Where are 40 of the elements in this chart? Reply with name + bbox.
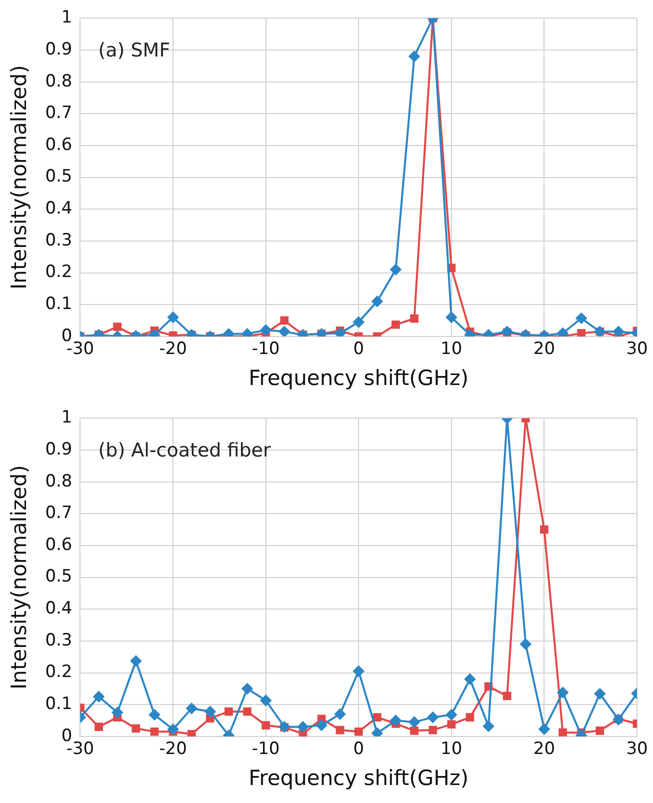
x-tick-label: 20 — [533, 739, 556, 760]
y-tick-label: 1 — [61, 8, 72, 28]
y-tick-label: 0.2 — [45, 662, 72, 682]
y-tick-label: 0.7 — [45, 103, 72, 124]
y-tick-label: 0.5 — [45, 166, 72, 187]
y-tick-label: 0.6 — [45, 134, 72, 155]
y-tick-label: 0.8 — [45, 471, 72, 492]
x-axis-title: Frequency shift(GHz) — [248, 366, 469, 390]
y-tick-label: 0.9 — [45, 439, 72, 460]
y-tick-label: 0.3 — [45, 630, 72, 650]
y-tick-label: 0.8 — [45, 71, 72, 92]
x-tick-label: -20 — [159, 339, 187, 360]
x-tick-label: 30 — [626, 339, 648, 360]
y-tick-label: 0.1 — [45, 294, 72, 314]
y-tick-label: 0.3 — [45, 230, 72, 250]
x-axis-title: Frequency shift(GHz) — [248, 766, 469, 790]
x-tick-label: -20 — [159, 739, 187, 760]
annotation: (a) SMF — [98, 40, 170, 62]
y-tick-label: 0.2 — [45, 262, 72, 282]
y-axis-title: Intensity(normalized) — [7, 65, 32, 290]
x-tick-label: 0 — [353, 739, 364, 760]
annotation: (b) Al-coated fiber — [98, 440, 271, 462]
y-tick-label: 0.4 — [45, 598, 72, 619]
x-tick-label: 10 — [440, 339, 462, 360]
y-tick-label: 0.5 — [45, 566, 72, 587]
y-tick-label: 0.1 — [45, 694, 72, 714]
x-tick-label: 0 — [353, 339, 364, 360]
x-tick-label: -10 — [252, 739, 280, 760]
x-tick-label: 10 — [440, 739, 462, 760]
y-tick-label: 0 — [61, 726, 72, 746]
y-tick-label: 1 — [61, 408, 72, 428]
x-tick-label: 20 — [533, 339, 556, 360]
x-tick-label: -10 — [252, 339, 280, 360]
y-axis-title: Intensity(normalized) — [7, 465, 32, 690]
y-tick-label: 0.6 — [45, 534, 72, 555]
x-tick-label: 30 — [626, 739, 648, 760]
y-tick-label: 0.4 — [45, 198, 72, 219]
y-tick-label: 0 — [61, 326, 72, 346]
y-tick-label: 0.7 — [45, 503, 72, 524]
y-tick-label: 0.9 — [45, 39, 72, 60]
